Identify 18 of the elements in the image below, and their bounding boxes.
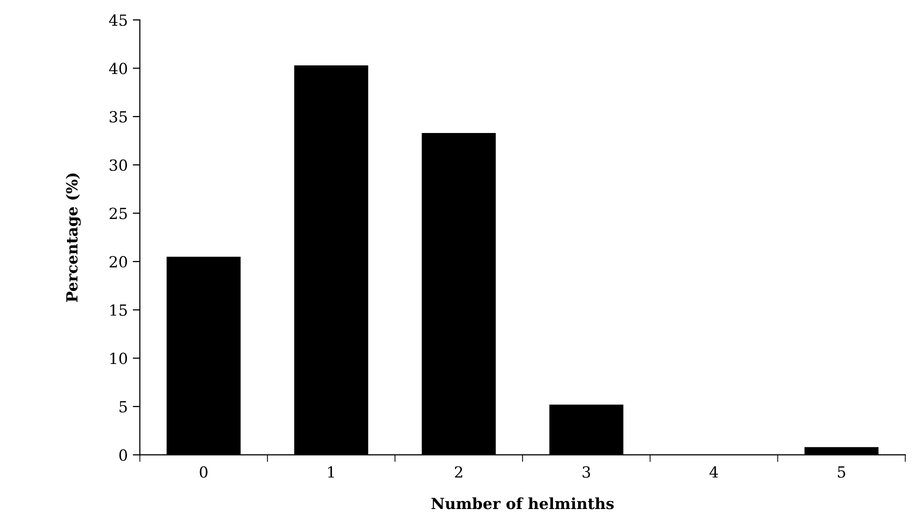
y-tick-label: 45 xyxy=(109,14,127,26)
y-axis-title: Percentage (%) xyxy=(66,174,81,302)
x-axis-title: Number of helminths xyxy=(431,497,614,510)
y-tick-label: 30 xyxy=(110,159,128,171)
y-tick-label: 5 xyxy=(120,401,127,413)
y-tick-label: 25 xyxy=(110,208,127,220)
x-tick-label: 4 xyxy=(710,466,718,478)
y-tick-label: 10 xyxy=(110,352,128,364)
x-tick-label: 5 xyxy=(838,466,846,478)
x-tick-label: 3 xyxy=(582,466,590,478)
x-tick-label: 0 xyxy=(200,466,208,478)
y-tick-label: 40 xyxy=(109,62,128,74)
y-tick-label: 15 xyxy=(110,304,127,316)
y-tick-label: 35 xyxy=(110,111,127,123)
y-tick-label: 20 xyxy=(110,256,128,268)
y-tick-label: 0 xyxy=(119,449,128,461)
x-tick-label: 2 xyxy=(454,466,462,478)
x-tick-label: 1 xyxy=(328,466,334,478)
